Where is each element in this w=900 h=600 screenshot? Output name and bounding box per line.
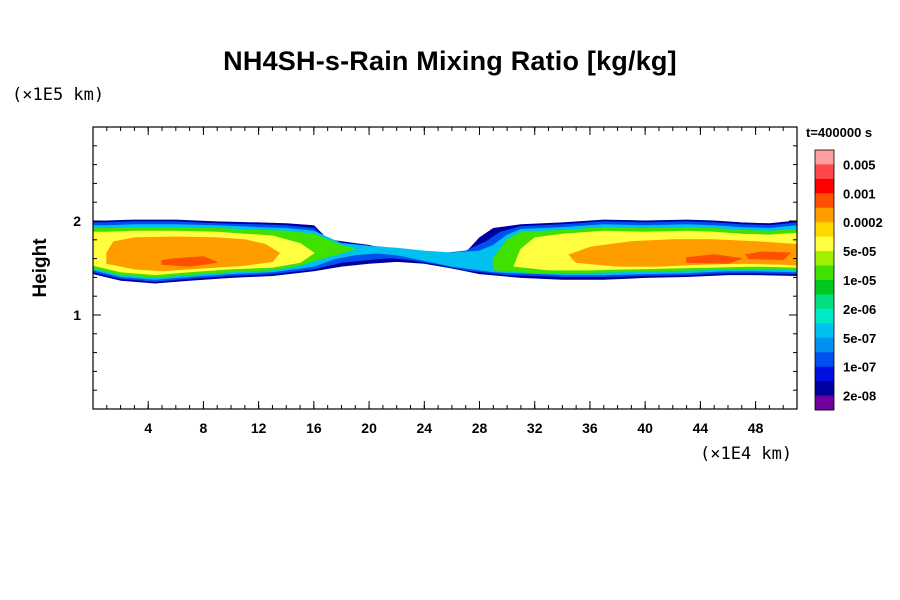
colorbar-label: 5e-07 [843,331,876,346]
colorbar-frame [814,149,835,411]
colorbar-swatch [815,381,834,396]
y-tick-label: 1 [73,307,81,323]
x-tick-label: 4 [144,420,152,436]
colorbar-swatch [815,164,834,180]
plot-frame [92,126,798,410]
x-tick-label: 40 [637,420,653,436]
colorbar-swatch [815,352,834,368]
colorbar-swatch [815,150,834,165]
colorbar-swatch [815,294,834,310]
colorbar-swatch [815,251,834,266]
colorbar: 0.005 0.001 0.0002 5e-05 1e-05 2e-06 5e-07 1e-0… [814,149,883,411]
chart-title: NH4SH-s-Rain Mixing Ratio [kg/kg] [223,46,677,76]
colorbar-swatch [815,323,834,339]
x-tick-label: 28 [472,420,488,436]
x-tick-label: 36 [582,420,598,436]
contour-band-10 [686,254,743,264]
colorbar-label: 1e-05 [843,273,876,288]
colorbar-swatch [815,236,834,252]
x-tick-label: 16 [306,420,322,436]
colorbar-swatch [815,337,834,353]
x-tick-label: 44 [693,420,709,436]
x-tick-label: 32 [527,420,543,436]
colorbar-swatch [815,193,834,209]
x-tick-label: 8 [200,420,208,436]
x-tick-label: 48 [748,420,764,436]
y-tick-label: 2 [73,213,81,229]
time-label: t=400000 s [806,125,873,140]
colorbar-swatch [815,308,834,324]
colorbar-label: 2e-08 [843,389,876,404]
x-tick-label: 12 [251,420,267,436]
colorbar-swatch [815,280,834,295]
x-axis-unit: (×1E4 km) [700,444,793,464]
colorbar-swatch [815,265,834,281]
colorbar-swatch [815,178,834,194]
colorbar-label: 0.0002 [843,215,883,230]
colorbar-swatch [815,366,834,382]
contour-band-9 [161,256,218,267]
y-axis-unit: (×1E5 km) [12,85,105,105]
colorbar-label: 1e-07 [843,360,876,375]
colorbar-swatch [815,207,834,223]
colorbar-label: 5e-05 [843,244,876,259]
colorbar-label: 0.005 [843,157,876,172]
colorbar-swatch [815,395,834,411]
x-tick-label: 20 [361,420,377,436]
colorbar-swatch [815,222,834,238]
colorbar-label: 2e-06 [843,302,876,317]
contour-band-11 [745,251,791,260]
x-tick-label: 24 [417,420,433,436]
contour-band-7 [106,236,280,272]
contour-layer [93,219,797,284]
colorbar-label: 0.001 [843,186,876,201]
